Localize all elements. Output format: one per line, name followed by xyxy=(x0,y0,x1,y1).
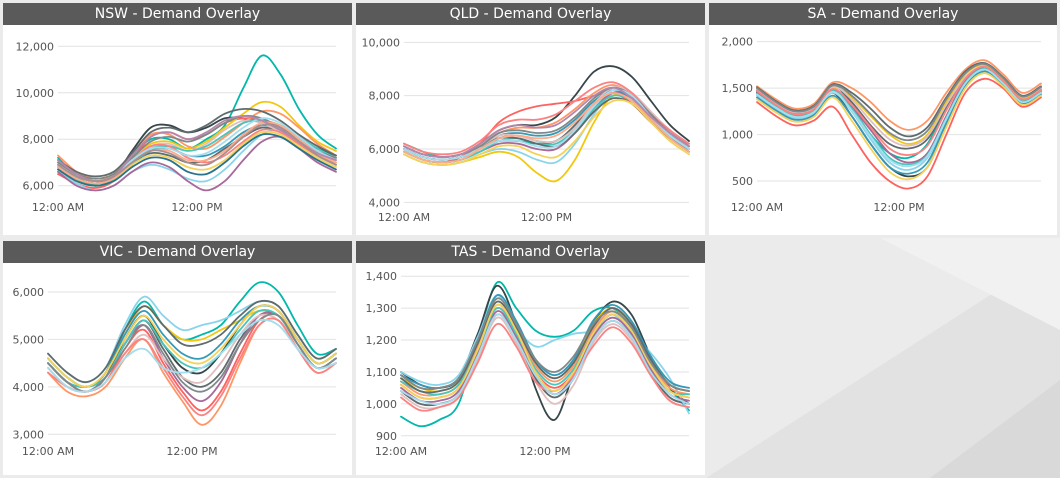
tas-series-line[interactable] xyxy=(400,297,690,392)
vic-series-line[interactable] xyxy=(47,311,337,388)
x-tick-label: 12:00 PM xyxy=(519,445,570,458)
y-tick-label: 2,000 xyxy=(722,36,754,49)
x-tick-label: 12:00 AM xyxy=(731,201,783,214)
qld-series-line[interactable] xyxy=(403,99,690,166)
tas-series-line[interactable] xyxy=(400,300,690,394)
x-tick-label: 12:00 PM xyxy=(521,211,572,224)
y-tick-label: 12,000 xyxy=(16,40,55,53)
x-tick-label: 12:00 PM xyxy=(873,201,924,214)
sa-chart-tile[interactable]: SA - Demand Overlay 500 1,000 1,500 2,000 12… xyxy=(709,3,1057,235)
y-tick-label: 1,000 xyxy=(722,129,754,142)
vic-series-line[interactable] xyxy=(47,299,337,384)
y-tick-label: 5,000 xyxy=(13,333,45,346)
chart-title: TAS - Demand Overlay xyxy=(356,241,705,263)
y-tick-label: 1,000 xyxy=(366,398,398,411)
nsw-line-chart: 6,000 8,000 10,000 12,000 12:00 AM 12:00 PM xyxy=(16,40,337,214)
vic-series-line[interactable] xyxy=(47,304,337,388)
nsw-series-line[interactable] xyxy=(57,121,337,185)
sa-series-line[interactable] xyxy=(756,72,1042,181)
y-tick-label: 3,000 xyxy=(13,428,45,441)
sa-line-chart: 500 1,000 1,500 2,000 12:00 AM 12:00 PM xyxy=(722,36,1042,214)
vic-line-chart: 3,000 4,000 5,000 6,000 12:00 AM 12:00 PM xyxy=(13,281,337,458)
sa-series-line[interactable] xyxy=(756,77,1042,190)
nsw-series-line[interactable] xyxy=(57,108,337,178)
vic-series-line[interactable] xyxy=(47,309,337,388)
sa-series-line[interactable] xyxy=(756,59,1042,131)
vic-series-line[interactable] xyxy=(47,318,337,393)
y-tick-label: 8,000 xyxy=(23,133,55,146)
sa-series-line[interactable] xyxy=(756,70,1042,175)
y-tick-label: 10,000 xyxy=(16,87,55,100)
vic-chart-tile[interactable]: VIC - Demand Overlay 3,000 4,000 5,000 6,00… xyxy=(3,241,352,475)
x-tick-label: 12:00 PM xyxy=(166,445,217,458)
sa-series-line[interactable] xyxy=(756,65,1042,156)
y-tick-label: 10,000 xyxy=(362,36,401,49)
chart-title: NSW - Demand Overlay xyxy=(3,3,352,25)
nsw-chart-tile[interactable]: NSW - Demand Overlay 6,000 8,000 10,000 12,… xyxy=(3,3,352,235)
y-tick-label: 1,100 xyxy=(366,366,398,379)
y-tick-label: 900 xyxy=(376,430,397,443)
vic-series-line[interactable] xyxy=(47,313,337,393)
x-tick-label: 12:00 AM xyxy=(32,201,84,214)
y-tick-label: 6,000 xyxy=(23,180,55,193)
chart-title: VIC - Demand Overlay xyxy=(3,241,352,263)
x-tick-label: 12:00 AM xyxy=(378,211,430,224)
nsw-series-line[interactable] xyxy=(57,133,337,187)
tas-line-chart: 900 1,000 1,100 1,200 1,300 1,400 12:00 AM 12:0… xyxy=(366,270,690,458)
y-tick-label: 500 xyxy=(732,175,753,188)
tas-series-line[interactable] xyxy=(400,322,690,412)
tas-series-line[interactable] xyxy=(400,313,690,406)
qld-series-line[interactable] xyxy=(403,88,690,161)
vic-series-line[interactable] xyxy=(47,311,337,403)
y-tick-label: 6,000 xyxy=(13,286,45,299)
y-tick-label: 1,500 xyxy=(722,82,754,95)
y-tick-label: 6,000 xyxy=(369,143,401,156)
tas-chart-tile[interactable]: TAS - Demand Overlay 900 1,000 1,100 1,200 1… xyxy=(356,241,705,475)
y-tick-label: 1,300 xyxy=(366,302,398,315)
qld-series-line[interactable] xyxy=(403,86,690,158)
y-tick-label: 4,000 xyxy=(13,381,45,394)
qld-line-chart: 4,000 6,000 8,000 10,000 12:00 AM 12:00 PM xyxy=(362,36,690,224)
nsw-series-line[interactable] xyxy=(57,123,337,182)
tas-series-line[interactable] xyxy=(400,303,690,400)
qld-chart-tile[interactable]: QLD - Demand Overlay 4,000 6,000 8,000 10,0… xyxy=(356,3,705,235)
y-tick-label: 1,200 xyxy=(366,334,398,347)
chart-title: QLD - Demand Overlay xyxy=(356,3,705,25)
y-tick-label: 4,000 xyxy=(369,196,401,209)
sa-series-line[interactable] xyxy=(756,68,1042,168)
chart-title: SA - Demand Overlay xyxy=(709,3,1057,25)
qld-series-line[interactable] xyxy=(403,92,690,164)
x-tick-label: 12:00 AM xyxy=(22,445,74,458)
x-tick-label: 12:00 AM xyxy=(375,445,427,458)
sa-series-line[interactable] xyxy=(756,63,1042,142)
y-tick-label: 8,000 xyxy=(369,90,401,103)
y-tick-label: 1,400 xyxy=(366,270,398,283)
x-tick-label: 12:00 PM xyxy=(171,201,222,214)
